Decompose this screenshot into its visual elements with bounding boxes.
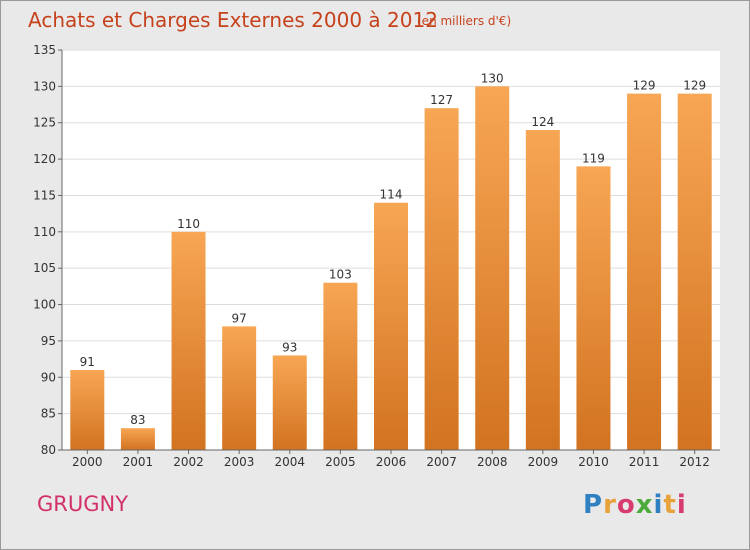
x-tick-label: 2009 xyxy=(528,455,559,469)
bars-group: 91 83 110 97 93 103 114 127 130 124 119 129 129 xyxy=(70,71,712,451)
y-tick-label: 125 xyxy=(33,116,56,130)
bar-value-label: 83 xyxy=(130,413,145,427)
bar-value-label: 97 xyxy=(232,311,247,325)
y-tick-label: 90 xyxy=(41,370,56,384)
x-tick-label: 2005 xyxy=(325,455,356,469)
logo-letter: x xyxy=(635,490,654,520)
y-tick-label: 95 xyxy=(41,334,56,348)
logo-letter: o xyxy=(616,490,636,520)
proxiti-logo: Proxiti xyxy=(583,490,687,520)
bar-value-label: 103 xyxy=(329,268,352,282)
bar-2012 xyxy=(677,93,712,451)
bar-value-label: 93 xyxy=(282,340,297,354)
x-tick-label: 2002 xyxy=(173,455,204,469)
x-tick-label: 2006 xyxy=(376,455,407,469)
y-tick-label: 120 xyxy=(33,152,56,166)
x-tick-label: 2008 xyxy=(477,455,508,469)
bar-2000 xyxy=(70,370,105,450)
bar-value-label: 129 xyxy=(683,79,706,93)
y-tick-label: 105 xyxy=(33,261,56,275)
bar-value-label: 130 xyxy=(481,71,504,85)
y-tick-label: 130 xyxy=(33,79,56,93)
chart-subtitle: (en milliers d'€) xyxy=(417,14,511,28)
x-tick-label: 2011 xyxy=(629,455,660,469)
logo-letter: i xyxy=(676,490,687,520)
bar-2010 xyxy=(576,166,611,450)
logo-letter: t xyxy=(663,490,677,520)
logo-letter: i xyxy=(653,490,664,520)
bar-value-label: 124 xyxy=(531,115,554,129)
bar-value-label: 91 xyxy=(80,355,95,369)
bar-value-label: 114 xyxy=(380,188,403,202)
logo-letter: P xyxy=(583,490,604,520)
bar-2004 xyxy=(272,355,307,450)
bar-2008 xyxy=(475,86,510,450)
bar-2002 xyxy=(171,231,206,450)
logo-letter: r xyxy=(603,490,617,520)
x-tick-label: 2012 xyxy=(679,455,710,469)
bar-value-label: 110 xyxy=(177,217,200,231)
axes-group: 80 85 90 95 100 105 110 115 120 125 130 135 2000 2001… xyxy=(33,43,720,469)
bar-value-label: 127 xyxy=(430,93,453,107)
bar-2003 xyxy=(222,326,257,450)
y-tick-label: 80 xyxy=(41,443,56,457)
x-tick-label: 2004 xyxy=(274,455,305,469)
bar-2006 xyxy=(374,202,408,450)
x-tick-label: 2000 xyxy=(72,455,103,469)
y-tick-label: 115 xyxy=(33,188,56,202)
bar-value-label: 119 xyxy=(582,151,605,165)
x-tick-label: 2007 xyxy=(426,455,457,469)
y-tick-label: 135 xyxy=(33,43,56,57)
x-tick-label: 2001 xyxy=(123,455,154,469)
bar-2005 xyxy=(323,282,358,450)
bar-2009 xyxy=(525,130,560,450)
bar-2001 xyxy=(120,428,155,450)
x-tick-label: 2003 xyxy=(224,455,255,469)
x-tick-label: 2010 xyxy=(578,455,609,469)
y-tick-label: 100 xyxy=(33,298,56,312)
bar-value-label: 129 xyxy=(633,79,656,93)
bar-2007 xyxy=(424,108,459,450)
commune-name: GRUGNY xyxy=(37,492,129,516)
chart-title: Achats et Charges Externes 2000 à 2012 xyxy=(28,8,438,32)
bar-2011 xyxy=(627,93,662,451)
y-tick-label: 110 xyxy=(33,225,56,239)
y-tick-label: 85 xyxy=(41,407,56,421)
